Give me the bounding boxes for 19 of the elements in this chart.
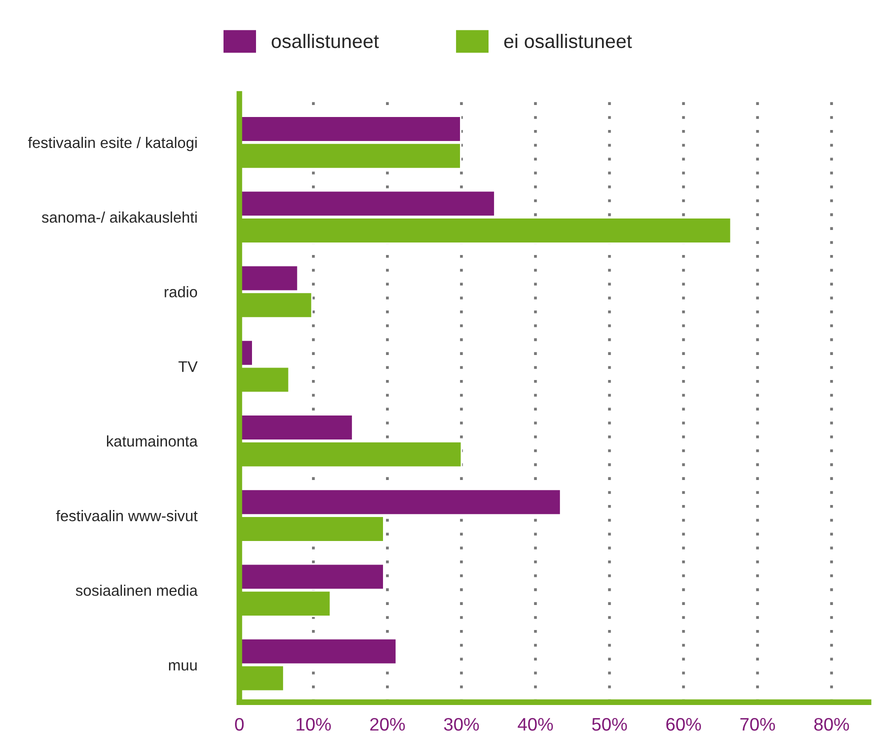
y-tick-label: festivaalin www-sivut <box>56 510 198 522</box>
y-tick-label: radio <box>164 286 198 298</box>
x-tick-label: 10% <box>296 718 331 731</box>
x-tick-label: 60% <box>666 718 701 731</box>
x-tick-label: 70% <box>740 718 775 731</box>
y-tick-label: sosiaalinen media <box>76 584 198 596</box>
legend-label: osallistuneet <box>272 34 379 48</box>
y-tick-label: TV <box>178 361 198 372</box>
y-tick-label: festivaalin esite / katalogi <box>28 136 197 152</box>
x-tick-label: 20% <box>370 718 405 731</box>
x-tick-label: 30% <box>444 718 479 731</box>
y-tick-label: katumainonta <box>107 435 198 447</box>
x-tick-label: 0 <box>235 718 244 731</box>
x-tick-label: 40% <box>518 718 553 731</box>
x-tick-label: 50% <box>592 718 627 731</box>
legend-label: ei osallistuneet <box>504 34 632 48</box>
y-tick-label: muu <box>168 662 197 671</box>
y-tick-label: sanoma-/ aikakauslehti <box>42 211 197 223</box>
x-tick-label: 80% <box>814 718 849 731</box>
